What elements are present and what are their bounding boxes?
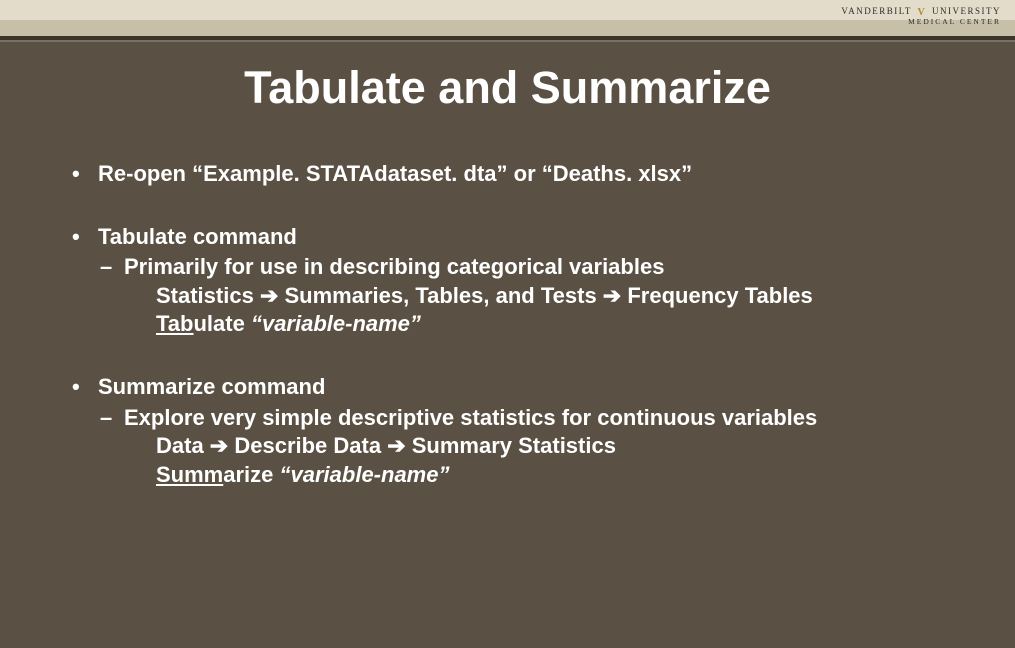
sum-path-b: Describe Data xyxy=(228,433,387,458)
tabulate-cmd-var: “variable-name” xyxy=(251,311,421,336)
summarize-cmd-abbrev: Summ xyxy=(156,462,223,487)
bullet-reopen-text: Re-open “Example. STATAdataset. dta” or … xyxy=(98,161,692,186)
sum-path-c: Summary Statistics xyxy=(406,433,616,458)
summarize-cmd-var: “variable-name” xyxy=(280,462,450,487)
bullet-tabulate: Tabulate command Primarily for use in de… xyxy=(68,223,955,339)
bullet-summarize-detail: Data ➔ Describe Data ➔ Summary Statistic… xyxy=(124,432,955,489)
logo-line-1: VANDERBILT V UNIVERSITY xyxy=(841,6,1001,18)
slide: VANDERBILT V UNIVERSITY MEDICAL CENTER T… xyxy=(0,0,1015,648)
arrow-icon: ➔ xyxy=(210,433,228,458)
arrow-icon: ➔ xyxy=(260,283,278,308)
bullet-tabulate-sub-text: Primarily for use in describing categori… xyxy=(124,254,664,279)
tabulate-cmd-rest: ulate xyxy=(193,311,250,336)
summarize-command-line: Summarize “variable-name” xyxy=(156,461,955,490)
bullet-summarize-head: Summarize command xyxy=(98,374,325,399)
bullet-summarize-sub-text: Explore very simple descriptive statisti… xyxy=(124,405,817,430)
tab-path-a: Statistics xyxy=(156,283,260,308)
summarize-menu-path: Data ➔ Describe Data ➔ Summary Statistic… xyxy=(156,432,955,461)
arrow-icon: ➔ xyxy=(387,433,405,458)
logo-v-mark: V xyxy=(918,7,927,19)
slide-body: Re-open “Example. STATAdataset. dta” or … xyxy=(68,160,955,523)
bullet-tabulate-detail: Statistics ➔ Summaries, Tables, and Test… xyxy=(124,282,955,339)
logo-word-1: VANDERBILT xyxy=(841,6,911,16)
tabulate-cmd-abbrev: Tab xyxy=(156,311,193,336)
tabulate-menu-path: Statistics ➔ Summaries, Tables, and Test… xyxy=(156,282,955,311)
brand-logo: VANDERBILT V UNIVERSITY MEDICAL CENTER xyxy=(841,6,1001,26)
sum-path-a: Data xyxy=(156,433,210,458)
arrow-icon: ➔ xyxy=(603,283,621,308)
slide-title: Tabulate and Summarize xyxy=(0,62,1015,114)
bullet-tabulate-head: Tabulate command xyxy=(98,224,297,249)
bullet-tabulate-sub: Primarily for use in describing categori… xyxy=(98,253,955,339)
logo-word-2: UNIVERSITY xyxy=(932,6,1001,16)
bullet-summarize-sub: Explore very simple descriptive statisti… xyxy=(98,404,955,490)
logo-line-2: MEDICAL CENTER xyxy=(841,18,1001,27)
tab-path-b: Summaries, Tables, and Tests xyxy=(278,283,602,308)
bullet-summarize: Summarize command Explore very simple de… xyxy=(68,373,955,489)
summarize-cmd-rest: arize xyxy=(223,462,279,487)
bullet-reopen: Re-open “Example. STATAdataset. dta” or … xyxy=(68,160,955,189)
tabulate-command-line: Tabulate “variable-name” xyxy=(156,310,955,339)
tab-path-c: Frequency Tables xyxy=(621,283,813,308)
